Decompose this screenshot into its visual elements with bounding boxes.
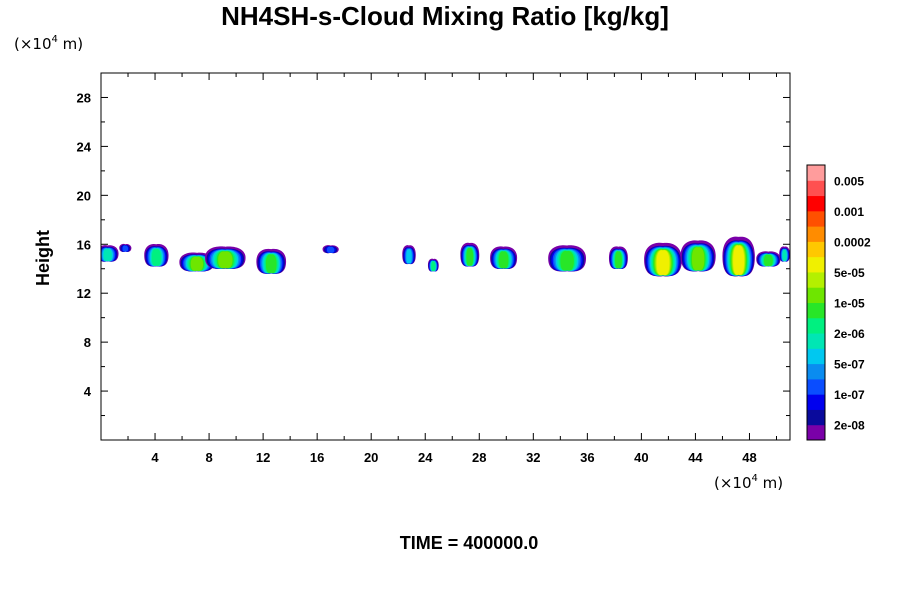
colorbar: 2e-08 1e-07 5e-07 2e-06 1e-05 5e-05 0.0002 0.00… <box>806 164 871 441</box>
cloud-contour-fill <box>560 250 574 271</box>
cloud-contour-fill <box>326 246 335 253</box>
cloud-cell <box>779 246 790 262</box>
cloud-contour-fill <box>218 251 233 269</box>
cloud-contour-fill <box>691 247 705 271</box>
x-tick-label: 48 <box>742 450 756 465</box>
cloud-cell <box>722 236 755 277</box>
cloud-cell <box>548 245 587 272</box>
cloud-contour-fill <box>431 261 436 272</box>
cloud-cell <box>144 243 169 267</box>
colorbar-label: 1e-07 <box>834 388 865 402</box>
y-axis-label: Height <box>33 230 53 286</box>
colorbar-swatch <box>807 302 825 319</box>
colorbar-label: 2e-08 <box>834 419 865 433</box>
cloud-contour-fill <box>466 247 474 266</box>
chart-title: NH4SH-s-Cloud Mixing Ratio [kg/kg] <box>221 1 669 31</box>
cloud-cell <box>256 248 287 274</box>
colorbar-swatch <box>807 378 825 395</box>
colorbar-swatch <box>807 180 825 197</box>
cloud-cell <box>644 242 682 277</box>
time-label: TIME = 400000.0 <box>400 533 539 553</box>
cloud-cell <box>490 246 518 270</box>
cloud-contour-fill <box>122 245 129 252</box>
x-tick-label: 32 <box>526 450 540 465</box>
cloud-contour-fill <box>103 248 112 262</box>
cloud-cell <box>101 245 119 262</box>
colorbar-swatch <box>807 210 825 227</box>
cloud-contour-fill <box>764 254 773 267</box>
cloud-contour-fill <box>406 249 412 264</box>
colorbar-swatch <box>807 271 825 288</box>
cloud-contour-fill <box>782 249 787 262</box>
cloud-cell <box>205 246 246 270</box>
x-tick-label: 4 <box>151 450 159 465</box>
colorbar-swatch <box>807 165 825 181</box>
x-tick-label: 8 <box>205 450 212 465</box>
cloud-cell <box>608 246 628 270</box>
cloud-cell <box>322 245 339 254</box>
cloud-cell <box>119 243 132 252</box>
colorbar-swatch <box>807 256 825 273</box>
colorbar-swatch <box>807 424 825 441</box>
colorbar-label: 5e-07 <box>834 358 865 372</box>
colorbar-swatch <box>807 333 825 349</box>
x-axis: 4 8 12 16 20 24 28 32 36 40 44 48 <box>127 73 777 465</box>
x-unit-label: (×104 m) <box>714 473 783 492</box>
y-tick-label: 20 <box>77 188 91 203</box>
y-tick-label: 24 <box>77 139 92 154</box>
colorbar-swatch <box>807 363 825 380</box>
y-axis: 4 8 12 16 20 24 28 <box>77 90 790 417</box>
colorbar-swatch <box>807 241 825 258</box>
x-tick-label: 24 <box>418 450 433 465</box>
colorbar-label: 1e-05 <box>834 297 865 311</box>
colorbar-label: 2e-06 <box>834 327 865 341</box>
colorbar-swatch <box>807 226 825 242</box>
colorbar-swatch <box>807 348 825 365</box>
y-tick-label: 8 <box>84 335 91 350</box>
cloud-contour-fill <box>190 256 204 271</box>
cloud-cell <box>680 240 716 272</box>
plot-area <box>100 72 791 441</box>
x-tick-label: 16 <box>310 450 324 465</box>
colorbar-label: 0.005 <box>834 174 864 188</box>
x-tick-label: 12 <box>256 450 270 465</box>
colorbar-swatch <box>807 394 825 410</box>
cloud-cell <box>756 251 781 267</box>
y-tick-label: 28 <box>77 90 91 105</box>
colorbar-frame <box>806 164 826 441</box>
plot-frame <box>100 72 791 441</box>
colorbar-label: 0.001 <box>834 205 864 219</box>
y-tick-label: 16 <box>77 237 91 252</box>
cloud-cell <box>402 245 416 265</box>
colorbar-label: 5e-05 <box>834 266 865 280</box>
x-tick-label: 44 <box>688 450 703 465</box>
colorbar-label: 0.0002 <box>834 235 871 249</box>
cloud-field <box>101 236 790 277</box>
cloud-contour-fill <box>615 251 622 269</box>
x-tick-label: 40 <box>634 450 648 465</box>
x-tick-label: 20 <box>364 450 378 465</box>
y-tick-label: 12 <box>77 286 91 301</box>
colorbar-swatch <box>807 409 825 426</box>
cloud-contour-fill <box>733 245 745 275</box>
x-tick-label: 36 <box>580 450 594 465</box>
colorbar-swatch <box>807 195 825 212</box>
cloud-contour-fill <box>265 254 277 274</box>
x-tick-label: 28 <box>472 450 486 465</box>
colorbar-swatch <box>807 317 825 334</box>
cloud-contour-fill <box>656 250 670 276</box>
cloud-contour-fill <box>498 251 509 269</box>
y-unit-label: (×104 m) <box>14 34 83 53</box>
cloud-contour-fill <box>151 248 161 266</box>
cloud-cell <box>460 242 480 267</box>
cloud-cell <box>427 258 439 272</box>
y-tick-label: 4 <box>84 384 92 399</box>
colorbar-swatch <box>807 287 825 303</box>
cloud-cell <box>179 252 215 272</box>
